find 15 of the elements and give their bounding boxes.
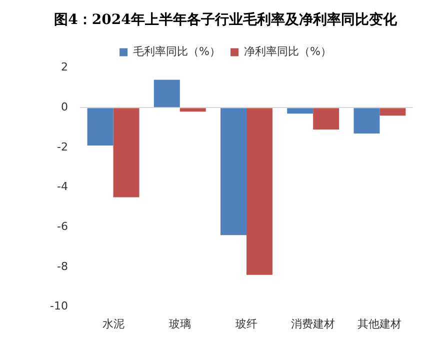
x-tick-label: 消费建材 xyxy=(291,317,336,330)
y-tick-label: -6 xyxy=(57,220,68,233)
x-tick-label: 玻璃 xyxy=(168,317,191,330)
y-tick-label: -10 xyxy=(50,300,68,313)
x-tick-label: 其他建材 xyxy=(358,317,402,330)
y-tick-label: -2 xyxy=(57,140,68,154)
x-tick-label: 水泥 xyxy=(102,317,124,330)
y-tick-label: -4 xyxy=(57,180,68,194)
legend-label: 净利率同比（%） xyxy=(244,45,332,58)
y-tick-label: -8 xyxy=(57,260,68,273)
y-tick-label: 0 xyxy=(60,100,68,114)
chart-title: 图4：2024年上半年各子行业毛利率及净利率同比变化 xyxy=(54,11,398,28)
x-tick-label: 玻纤 xyxy=(235,317,258,330)
y-tick-label: 2 xyxy=(60,60,68,74)
legend-label: 毛利率同比（%） xyxy=(133,45,220,58)
